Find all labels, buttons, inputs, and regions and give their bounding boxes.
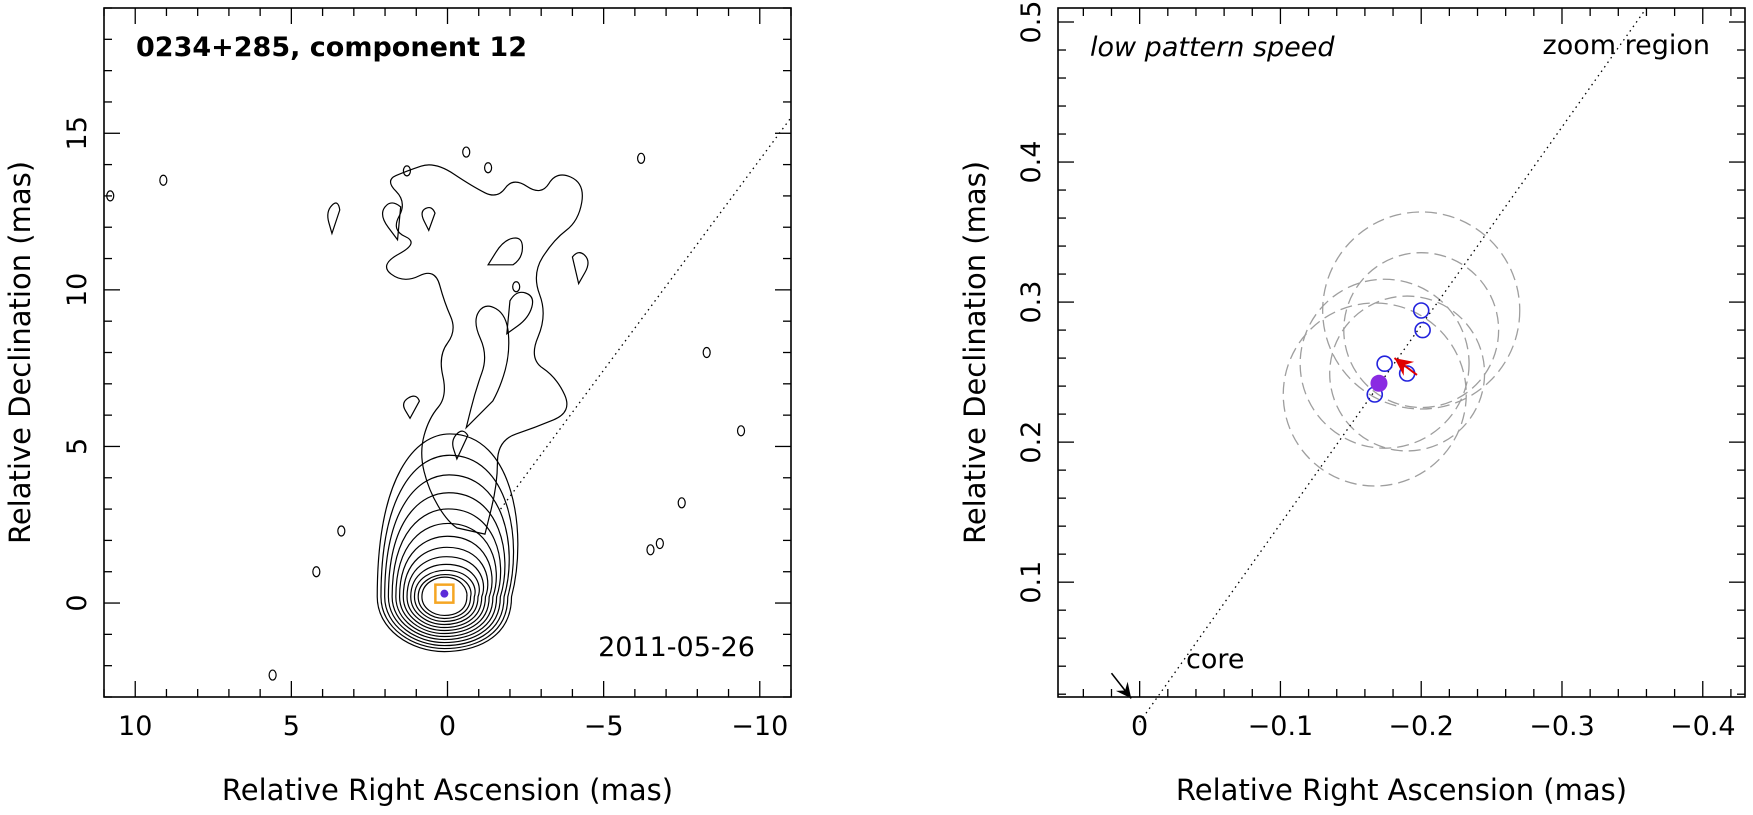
contour-island xyxy=(512,281,521,293)
contour-core-level xyxy=(380,454,515,650)
y-axis-label: Relative Declination (mas) xyxy=(3,161,37,544)
contour-jet-outline xyxy=(327,202,341,236)
trajectory-line xyxy=(1139,7,1647,723)
trajectory-line xyxy=(500,117,792,510)
contour-core-level xyxy=(376,433,519,653)
contour-core-level xyxy=(398,535,493,635)
contour-core-level xyxy=(391,508,502,641)
contour-jet-outline xyxy=(506,291,534,335)
contour-island xyxy=(337,525,346,537)
direction-arrow-head xyxy=(1394,358,1415,376)
x-tick-label: −0.2 xyxy=(1388,711,1454,742)
contour-jet-outline xyxy=(402,395,421,420)
contour-jet-outline xyxy=(385,164,583,535)
contour-island xyxy=(702,346,711,359)
x-tick-label: 5 xyxy=(283,711,300,742)
x-tick-label: 0 xyxy=(439,711,456,742)
contour-jet-outline xyxy=(487,237,524,266)
x-tick-label: −10 xyxy=(731,711,788,742)
y-tick-label: 5 xyxy=(62,438,93,455)
right-panel: core 0 −0.1 −0.2 −0.3 −0.4 0.1 0.2 0.3 0.4 0.5 Rela… xyxy=(958,1,1746,807)
x-tick-label: 0 xyxy=(1131,711,1148,742)
x-axis-label: Relative Right Ascension (mas) xyxy=(222,773,673,807)
contour-island xyxy=(462,146,471,158)
core-label: core xyxy=(1186,644,1244,675)
contour-core-level xyxy=(421,576,468,617)
contour-core-level xyxy=(417,573,472,620)
error-circle xyxy=(1343,252,1500,409)
contour-core-level xyxy=(402,546,489,632)
error-circle xyxy=(1322,211,1521,410)
y-tick-label: 10 xyxy=(62,273,93,307)
error-circle xyxy=(1299,278,1470,449)
component-position-marker xyxy=(1414,321,1431,339)
corner-label: zoom region xyxy=(1543,30,1710,61)
x-tick-label: −0.1 xyxy=(1248,711,1314,742)
x-tick-label: −0.4 xyxy=(1670,711,1736,742)
y-tick-label: 0.1 xyxy=(1016,561,1047,604)
component-position-marker xyxy=(1412,302,1430,319)
contour-island xyxy=(736,425,746,437)
date-label: 2011-05-26 xyxy=(598,632,755,663)
right-plot-frame xyxy=(1057,7,1746,698)
core-arrow-head xyxy=(1115,681,1132,699)
contour-jet-outline xyxy=(421,206,436,232)
component-marker-box xyxy=(434,583,455,604)
contour-island xyxy=(268,669,277,681)
y-tick-label: 15 xyxy=(62,116,93,150)
y-axis-label: Relative Declination (mas) xyxy=(958,161,992,544)
contour-island xyxy=(402,165,412,177)
x-tick-label: −0.3 xyxy=(1529,711,1595,742)
contour-jet-outline xyxy=(452,430,469,461)
error-circle xyxy=(1329,295,1486,452)
contour-core-level xyxy=(384,474,510,647)
y-tick-label: 0 xyxy=(62,594,93,611)
contour-jet-outline xyxy=(571,252,589,286)
contour-core-level xyxy=(387,492,506,644)
mean-position-marker xyxy=(1370,374,1388,392)
x-axis-label: Relative Right Ascension (mas) xyxy=(1176,773,1627,807)
contour-island xyxy=(677,497,686,509)
component-marker-dot xyxy=(440,589,449,598)
contour-core-level xyxy=(413,569,476,623)
y-tick-label: 0.5 xyxy=(1016,1,1047,44)
contour-island xyxy=(483,162,493,174)
y-tick-label: 0.4 xyxy=(1016,141,1047,184)
contour-island xyxy=(655,537,664,550)
contour-core-level xyxy=(410,563,480,626)
x-tick-label: −5 xyxy=(584,711,624,742)
contour-jet-outline xyxy=(381,202,402,242)
contour-map xyxy=(106,146,746,681)
contour-island xyxy=(637,152,646,164)
component-position-marker xyxy=(1376,355,1393,373)
chart-title: 0234+285, component 12 xyxy=(136,32,527,63)
left-panel: 10 5 0 −5 −10 0 5 10 15 Relative Right Ascension … xyxy=(3,7,792,807)
contour-island xyxy=(159,174,168,186)
error-circle xyxy=(1282,302,1467,487)
contour-core-level xyxy=(406,556,485,629)
x-tick-label: 10 xyxy=(118,711,152,742)
y-tick-label: 0.3 xyxy=(1016,281,1047,324)
contour-island xyxy=(312,566,321,578)
contour-jet-outline xyxy=(465,305,510,430)
contour-core-level xyxy=(395,522,497,638)
y-tick-label: 0.2 xyxy=(1016,421,1047,464)
chart-title: low pattern speed xyxy=(1090,32,1335,63)
contour-island xyxy=(646,544,655,556)
